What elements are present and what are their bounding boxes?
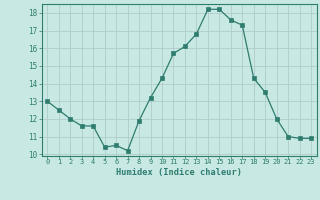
X-axis label: Humidex (Indice chaleur): Humidex (Indice chaleur) (116, 168, 242, 177)
